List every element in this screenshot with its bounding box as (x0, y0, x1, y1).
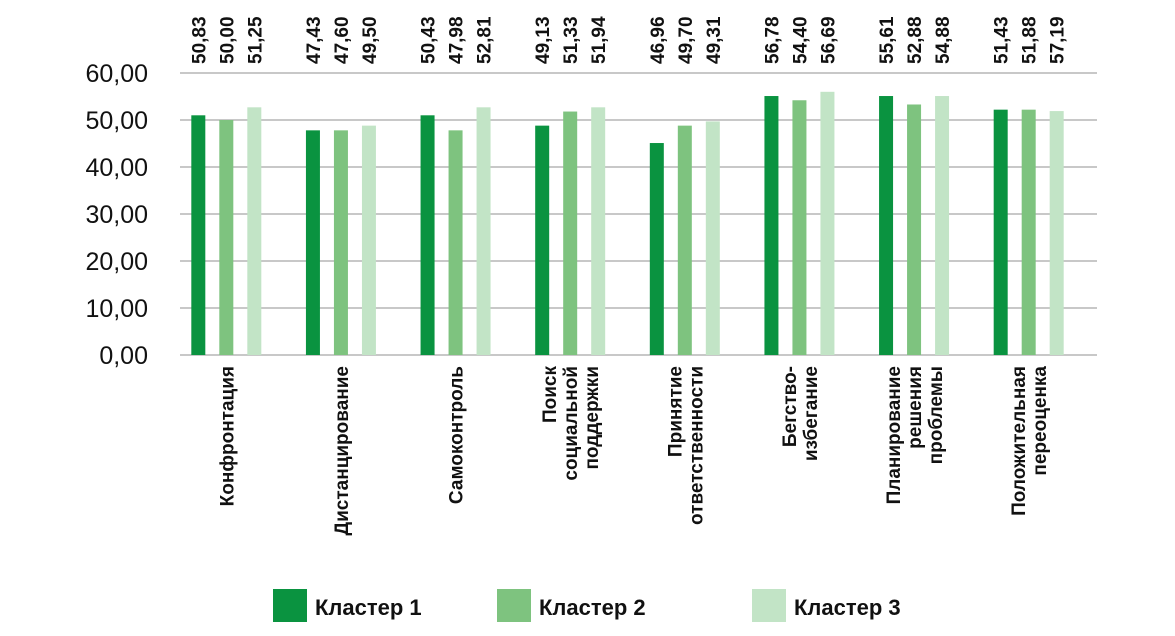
data-label: 51,25 (245, 16, 266, 64)
bars (191, 91, 1064, 356)
category-label: Положительная (1009, 366, 1030, 516)
y-tick-label: 10,00 (85, 295, 148, 323)
bar (935, 96, 950, 355)
data-label: 49,31 (704, 16, 725, 64)
data-label: 54,88 (933, 16, 954, 64)
category-label: избегание (801, 366, 822, 461)
category-label: переоценка (1030, 366, 1051, 476)
y-tick-label: 20,00 (85, 248, 148, 276)
category-label: Поиск (540, 366, 561, 424)
bar (448, 130, 463, 355)
data-label: 56,69 (818, 16, 839, 64)
category-label: решения (905, 366, 926, 449)
category-label: поддержки (582, 366, 603, 470)
bar (649, 143, 664, 355)
bar (993, 109, 1008, 355)
data-label: 51,33 (561, 16, 582, 64)
data-label: 52,88 (905, 16, 926, 64)
bar (420, 115, 435, 355)
bar (879, 96, 894, 355)
category-label: Планирование (884, 366, 905, 504)
data-label: 47,60 (332, 16, 353, 64)
y-tick-label: 40,00 (85, 154, 148, 182)
category-label: Дистанцирование (332, 366, 353, 535)
bar (677, 125, 692, 355)
bar (705, 121, 720, 355)
bar (361, 125, 376, 355)
category-label: проблемы (926, 366, 947, 464)
data-label: 49,13 (533, 16, 554, 64)
data-label: 54,40 (790, 16, 811, 64)
legend-item: Кластер 3 (752, 589, 901, 622)
y-tick-label: 60,00 (85, 60, 148, 88)
legend-label: Кластер 3 (794, 595, 901, 620)
y-tick-label: 50,00 (85, 107, 148, 135)
category-label: Бегство- (780, 366, 801, 447)
legend-label: Кластер 1 (315, 595, 422, 620)
data-label: 47,43 (304, 16, 325, 64)
category-label: Самоконтроль (447, 366, 468, 504)
data-label: 55,61 (877, 16, 898, 64)
bar (907, 104, 922, 356)
legend-swatch (273, 589, 307, 622)
data-label: 49,50 (360, 16, 381, 64)
bar (1021, 109, 1036, 355)
bar (191, 115, 206, 355)
data-label: 57,19 (1048, 16, 1069, 64)
data-label: 50,00 (217, 16, 238, 64)
gridlines (180, 72, 1097, 356)
data-label: 47,98 (447, 16, 468, 64)
bar (591, 107, 606, 355)
data-labels: 50,83 50,00 51,25 47,43 47,60 49,50 50,43 47,98… (189, 16, 1068, 64)
data-label: 49,70 (676, 16, 697, 64)
data-label: 56,78 (762, 16, 783, 64)
bar (563, 111, 578, 355)
y-tick-label: 0,00 (99, 342, 148, 370)
data-label: 51,88 (1020, 16, 1041, 64)
bar (535, 125, 550, 355)
bar (476, 107, 491, 355)
data-label: 50,83 (189, 16, 210, 64)
bar (333, 130, 348, 355)
data-label: 46,96 (648, 16, 669, 64)
bar (247, 107, 262, 355)
data-label: 50,43 (419, 16, 440, 64)
bar (219, 120, 234, 355)
bar (820, 91, 835, 356)
y-axis: 0,00 10,00 20,00 30,00 40,00 50,00 60,00 (85, 60, 148, 370)
bar (792, 100, 807, 355)
category-label: ответственности (686, 366, 707, 525)
legend: Кластер 1 Кластер 2 Кластер 3 (273, 589, 901, 622)
legend-swatch (497, 589, 531, 622)
data-label: 51,94 (589, 16, 610, 64)
data-label: 52,81 (475, 16, 496, 64)
legend-item: Кластер 1 (273, 589, 422, 622)
category-label: социальной (561, 366, 582, 481)
category-label: Конфронтация (217, 366, 238, 506)
category-label: Принятие (665, 366, 686, 457)
legend-label: Кластер 2 (539, 595, 646, 620)
bar (1049, 111, 1064, 355)
y-tick-label: 30,00 (85, 201, 148, 229)
legend-swatch (752, 589, 786, 622)
legend-item: Кластер 2 (497, 589, 646, 622)
data-label: 51,43 (992, 16, 1013, 64)
bar (305, 130, 320, 355)
bar (764, 96, 779, 355)
category-labels: Конфронтация Дистанцирование Самоконтроль П… (217, 366, 1051, 536)
